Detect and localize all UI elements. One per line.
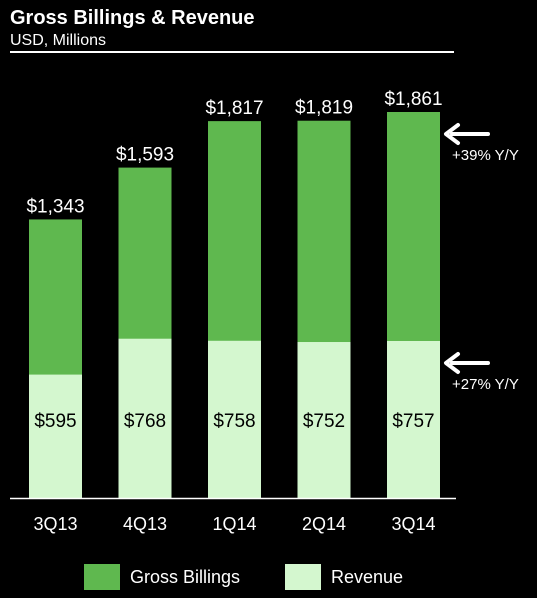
x-tick-label: 3Q14 [391, 514, 435, 534]
revenue-value-label: $595 [34, 411, 76, 432]
gross-billings-value-label: $1,861 [384, 89, 442, 110]
legend-swatch-revenue [285, 564, 321, 590]
revenue-value-label: $758 [213, 411, 255, 432]
billings-growth-label: +39% Y/Y [452, 147, 519, 164]
x-tick-label: 2Q14 [302, 514, 346, 534]
bar-chart: $1,343 $595 3Q13 $1,593 $768 4Q13 $1,817 $758 1Q… [0, 0, 537, 560]
revenue-value-label: $757 [392, 411, 434, 432]
x-tick-label: 1Q14 [212, 514, 256, 534]
revenue-value-label: $768 [124, 411, 166, 432]
gross-billings-value-label: $1,817 [205, 98, 263, 119]
x-tick-label: 3Q13 [33, 514, 77, 534]
legend-label-billings: Gross Billings [130, 567, 240, 588]
revenue-bar [29, 375, 82, 498]
gross-billings-value-label: $1,593 [116, 145, 174, 166]
gross-billings-value-label: $1,343 [26, 196, 84, 217]
legend-label-revenue: Revenue [331, 567, 403, 588]
legend-item-billings: Gross Billings [84, 562, 240, 592]
billings-growth-arrow [446, 125, 488, 143]
legend-item-revenue: Revenue [285, 562, 403, 592]
revenue-growth-label: +27% Y/Y [452, 376, 519, 393]
legend-swatch-billings [84, 564, 120, 590]
revenue-value-label: $752 [303, 411, 345, 432]
chart-legend: Gross Billings Revenue [0, 562, 537, 592]
gross-billings-value-label: $1,819 [295, 98, 353, 119]
revenue-growth-arrow [446, 354, 488, 372]
x-tick-label: 4Q13 [123, 514, 167, 534]
